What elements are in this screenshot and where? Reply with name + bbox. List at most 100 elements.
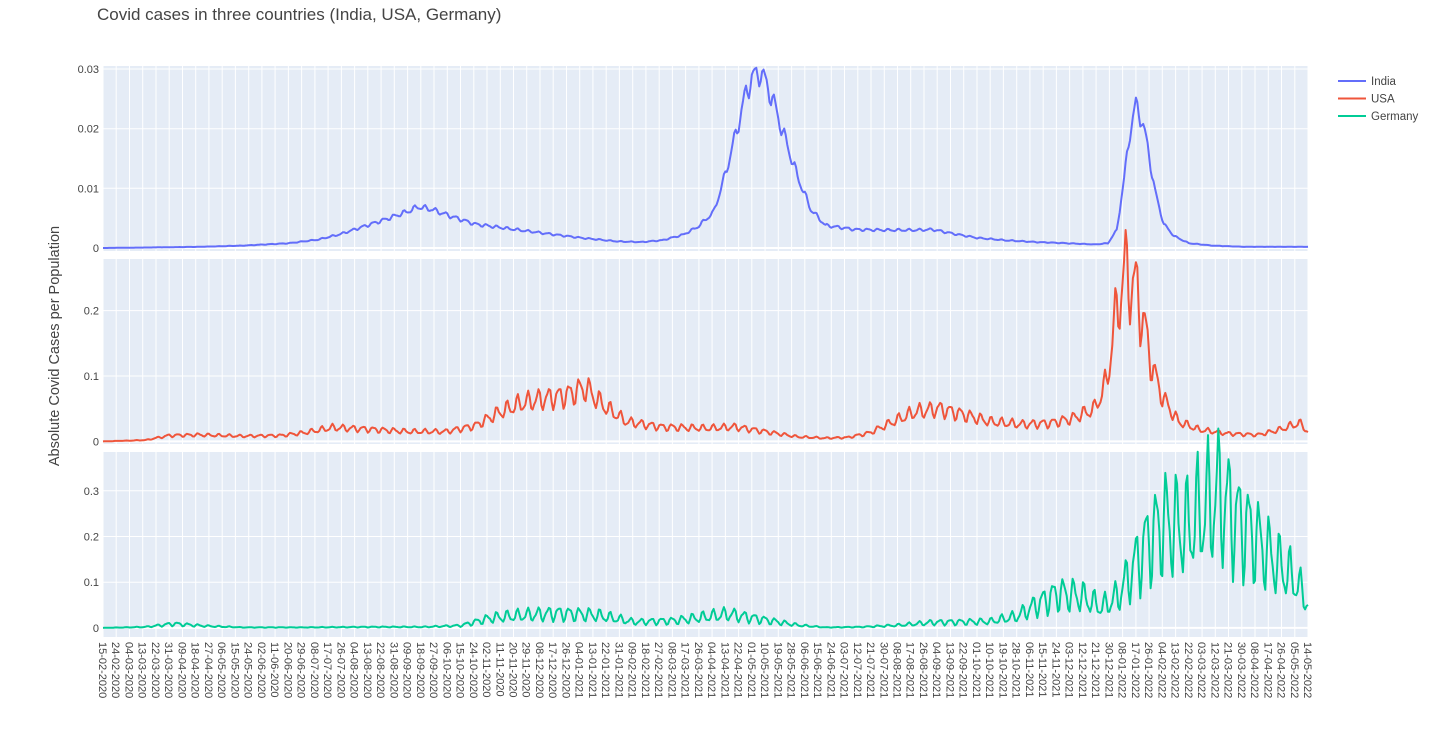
x-tick-label: 15-11-2021 <box>1036 642 1048 697</box>
x-tick-label: 22-03-2020 <box>149 642 161 698</box>
x-tick-label: 27-02-2021 <box>652 642 664 698</box>
chart-title: Covid cases in three countries (India, U… <box>97 5 502 24</box>
x-tick-label: 30-07-2021 <box>877 642 889 698</box>
y-tick-label: 0.1 <box>84 371 99 383</box>
x-tick-label: 04-09-2021 <box>930 642 942 698</box>
x-tick-label: 31-08-2020 <box>387 642 399 698</box>
subplot-background-usa <box>103 259 1308 444</box>
x-tick-label: 26-12-2020 <box>560 642 572 698</box>
x-tick-label: 13-04-2021 <box>718 642 730 698</box>
x-tick-label: 14-05-2022 <box>1301 642 1313 698</box>
x-tick-label: 15-05-2020 <box>228 642 240 698</box>
x-tick-label: 18-09-2020 <box>414 642 426 698</box>
x-tick-label: 17-01-2022 <box>1129 642 1141 698</box>
subplot-background-india <box>103 66 1308 251</box>
x-tick-label: 27-09-2020 <box>427 642 439 698</box>
x-tick-label: 28-05-2021 <box>785 642 797 698</box>
x-tick-label: 31-03-2020 <box>162 642 174 698</box>
x-tick-label: 22-02-2022 <box>1182 642 1194 698</box>
x-tick-label: 26-04-2022 <box>1275 642 1287 698</box>
x-tick-label: 22-08-2020 <box>374 642 386 698</box>
legend-label-india: India <box>1371 76 1397 88</box>
y-tick-label: 0.2 <box>84 306 99 318</box>
x-tick-label: 04-04-2021 <box>705 642 717 698</box>
x-tick-label: 24-05-2020 <box>242 642 254 698</box>
x-tick-label: 03-07-2021 <box>838 642 850 698</box>
x-tick-label: 21-07-2021 <box>864 642 876 698</box>
series-line-india <box>103 66 1309 249</box>
x-tick-label: 20-06-2020 <box>281 642 293 698</box>
x-tick-label: 11-06-2020 <box>268 642 280 697</box>
x-tick-label: 08-08-2021 <box>891 642 903 698</box>
x-tick-label: 10-05-2021 <box>758 642 770 698</box>
x-tick-label: 08-04-2022 <box>1248 642 1260 698</box>
x-tick-label: 26-07-2020 <box>334 642 346 698</box>
x-tick-label: 24-02-2020 <box>109 642 121 698</box>
x-tick-label: 03-12-2021 <box>1063 642 1075 698</box>
x-tick-label: 12-12-2021 <box>1076 642 1088 698</box>
x-tick-label: 17-12-2020 <box>546 642 558 698</box>
x-tick-label: 03-03-2022 <box>1195 642 1207 698</box>
x-tick-label: 04-03-2020 <box>123 642 135 698</box>
x-tick-label: 28-10-2021 <box>1010 642 1022 698</box>
x-tick-label: 02-11-2020 <box>480 642 492 697</box>
y-tick-label: 0.3 <box>84 486 99 498</box>
x-tick-label: 13-01-2021 <box>586 642 598 698</box>
x-tick-label: 06-06-2021 <box>798 642 810 698</box>
x-tick-label: 24-11-2021 <box>1049 642 1061 697</box>
x-tick-label: 08-12-2020 <box>533 642 545 698</box>
x-tick-label: 06-11-2021 <box>1023 642 1035 697</box>
x-tick-label: 08-03-2021 <box>665 642 677 698</box>
x-tick-label: 06-10-2020 <box>440 642 452 698</box>
x-tick-label: 06-05-2020 <box>215 642 227 698</box>
x-tick-label: 18-04-2020 <box>189 642 201 698</box>
x-tick-label: 30-03-2022 <box>1235 642 1247 698</box>
x-tick-label: 15-10-2020 <box>454 642 466 698</box>
legend-label-usa: USA <box>1371 94 1395 106</box>
x-tick-label: 13-09-2021 <box>944 642 956 698</box>
x-tick-label: 17-04-2022 <box>1261 642 1273 698</box>
series-line-germany <box>102 427 1309 629</box>
x-tick-label: 30-12-2021 <box>1102 642 1114 698</box>
y-tick-label: 0.1 <box>84 577 99 589</box>
x-tick-label: 31-01-2021 <box>612 642 624 698</box>
legend-label-germany: Germany <box>1371 111 1419 123</box>
subplot-background-germany <box>103 452 1308 637</box>
x-tick-label: 29-11-2020 <box>520 642 532 697</box>
x-tick-label: 08-01-2022 <box>1116 642 1128 698</box>
x-tick-label: 22-01-2021 <box>599 642 611 698</box>
x-tick-label: 04-08-2020 <box>348 642 360 698</box>
x-tick-label: 22-09-2021 <box>957 642 969 698</box>
x-tick-label: 10-10-2021 <box>983 642 995 698</box>
x-tick-label: 05-05-2022 <box>1288 642 1300 698</box>
y-tick-label: 0 <box>93 436 99 448</box>
x-tick-label: 24-06-2021 <box>824 642 836 698</box>
x-tick-label: 29-06-2020 <box>295 642 307 698</box>
x-tick-label: 26-03-2021 <box>692 642 704 698</box>
x-tick-label: 13-08-2020 <box>361 642 373 698</box>
x-tick-label: 08-07-2020 <box>308 642 320 698</box>
y-tick-label: 0 <box>93 243 99 255</box>
x-tick-label: 04-02-2022 <box>1155 642 1167 698</box>
series-line-usa <box>102 229 1309 443</box>
x-tick-label: 01-05-2021 <box>745 642 757 698</box>
x-tick-label: 19-10-2021 <box>996 642 1008 698</box>
y-tick-label: 0.01 <box>78 183 99 195</box>
y-tick-label: 0 <box>93 623 99 635</box>
x-tick-label: 21-03-2022 <box>1222 642 1234 698</box>
x-tick-label: 11-11-2020 <box>493 642 505 697</box>
x-tick-label: 09-04-2020 <box>176 642 188 698</box>
x-tick-label: 22-04-2021 <box>732 642 744 698</box>
x-tick-label: 26-08-2021 <box>917 642 929 698</box>
x-tick-label: 15-06-2021 <box>811 642 823 698</box>
x-tick-label: 19-05-2021 <box>771 642 783 698</box>
x-tick-label: 17-07-2020 <box>321 642 333 698</box>
y-tick-label: 0.2 <box>84 532 99 544</box>
x-tick-label: 13-03-2020 <box>136 642 148 698</box>
y-tick-label: 0.03 <box>78 64 99 76</box>
x-tick-label: 09-09-2020 <box>401 642 413 698</box>
x-tick-label: 21-12-2021 <box>1089 642 1101 698</box>
y-tick-label: 0.02 <box>78 124 99 136</box>
x-tick-label: 02-06-2020 <box>255 642 267 698</box>
